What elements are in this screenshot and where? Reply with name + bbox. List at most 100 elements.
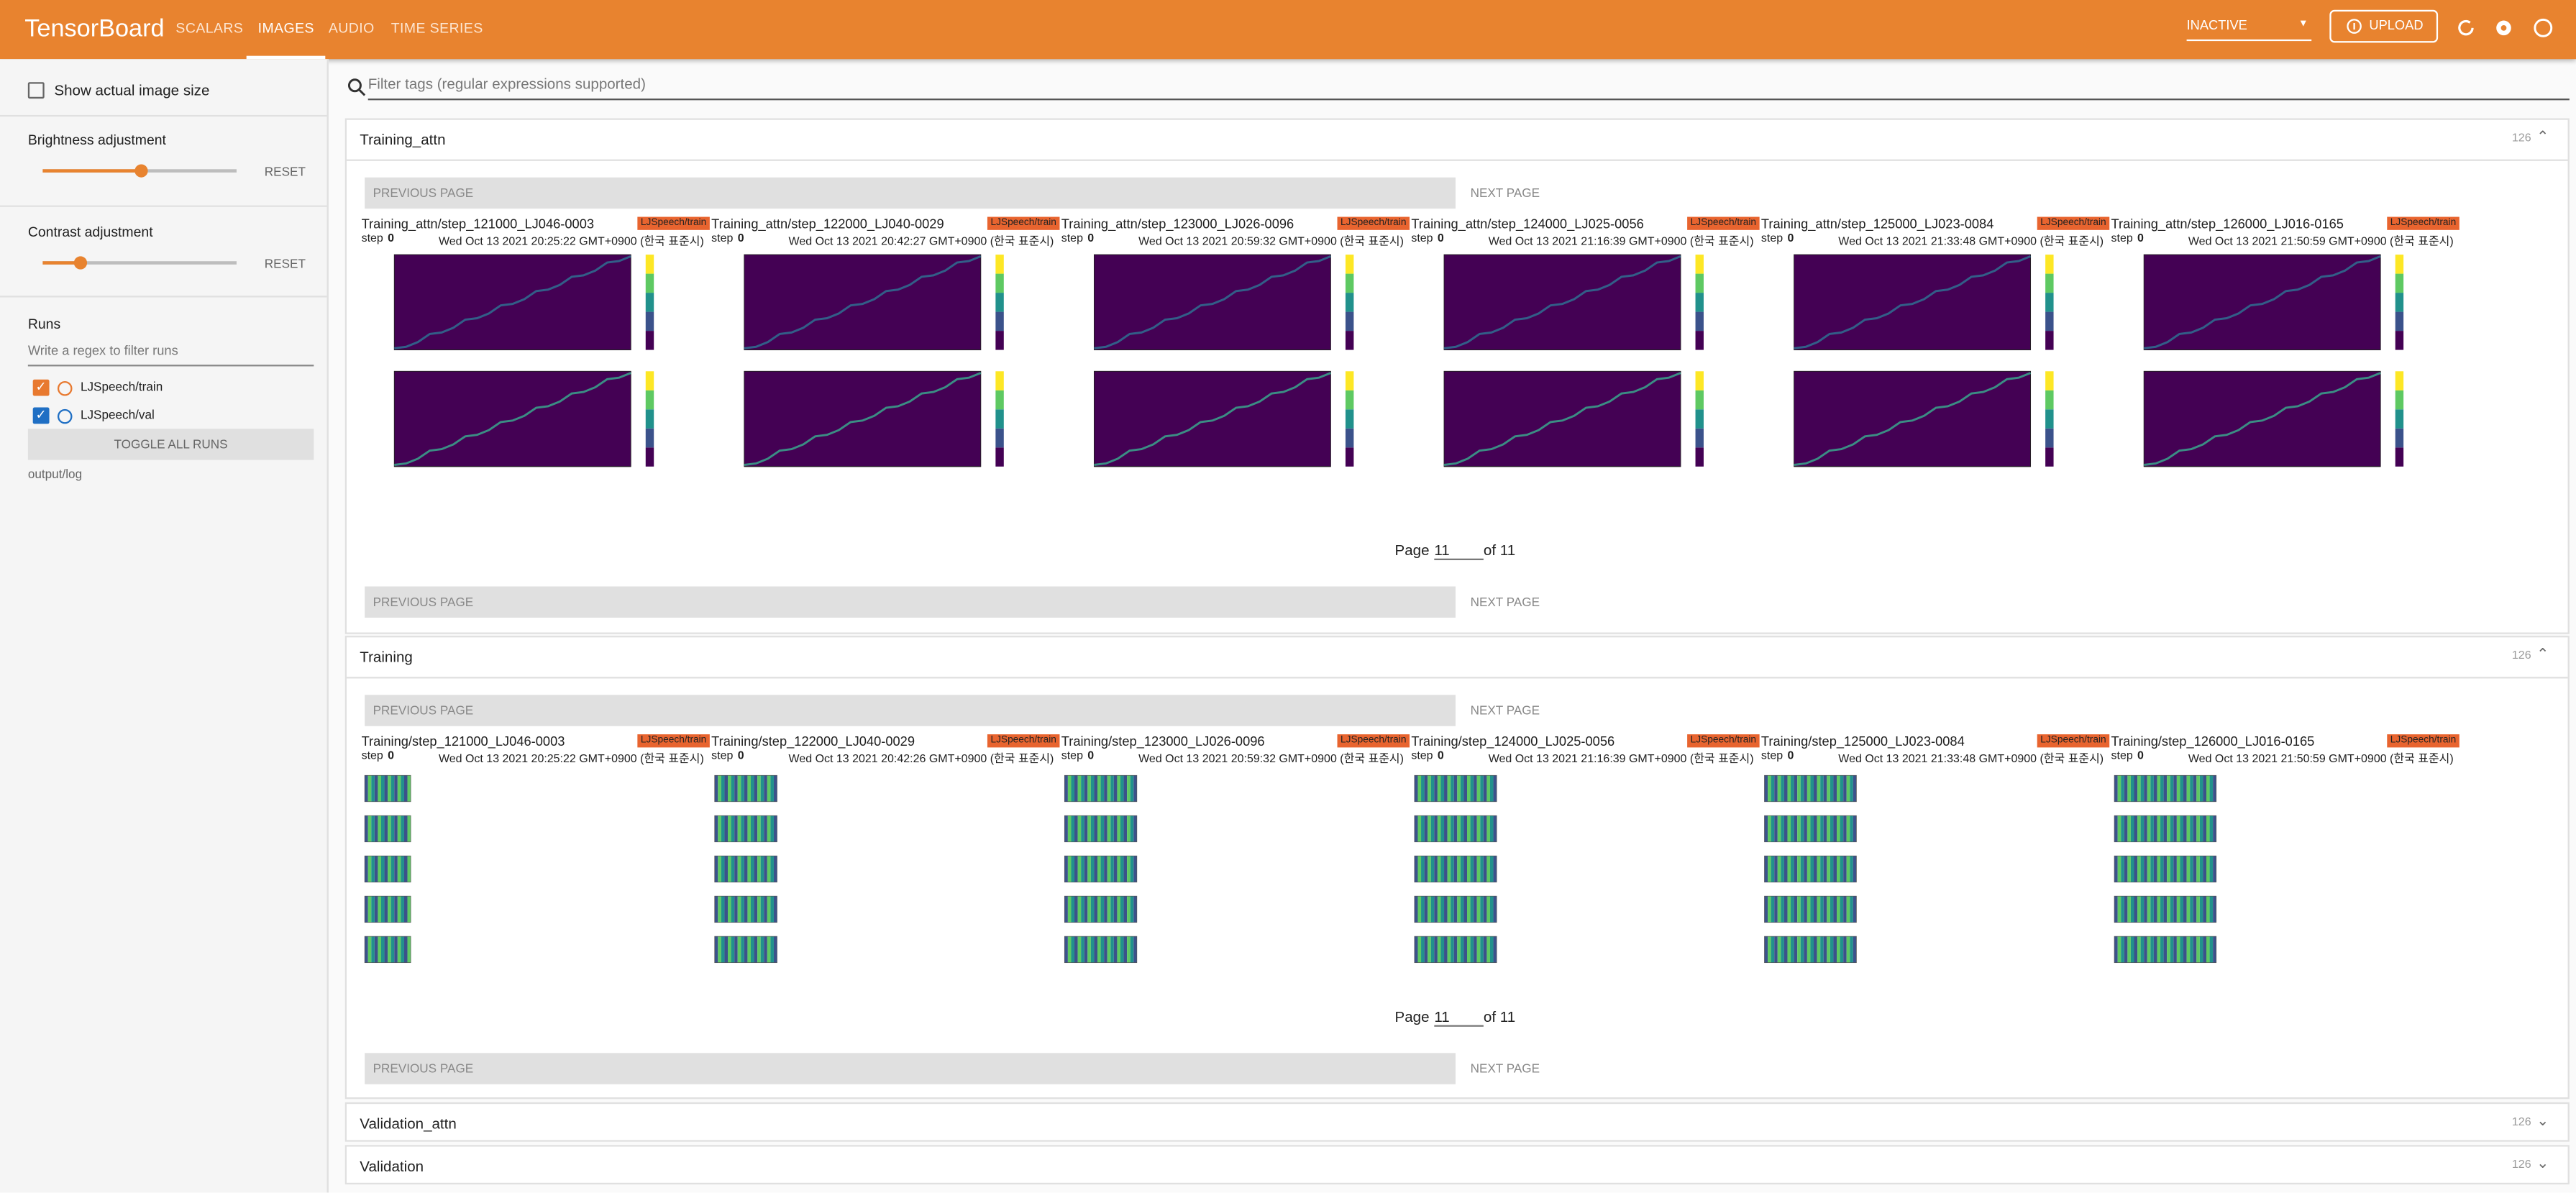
page-input[interactable]: 11 (1434, 1009, 1484, 1027)
section-title[interactable]: Validation_attn (360, 1115, 457, 1132)
spectrogram (737, 815, 741, 842)
card-image (1093, 254, 1354, 467)
card-image (2143, 254, 2404, 467)
expand-chevron[interactable]: ⌃ (2536, 645, 2549, 662)
spectrogram (741, 936, 744, 963)
next-page-button[interactable]: NEXT PAGE (1470, 1061, 1540, 1077)
expand-chevron[interactable]: ⌄ (2536, 1154, 2549, 1171)
spectrogram (1810, 775, 1814, 802)
spectrogram (394, 775, 398, 802)
spectrogram (737, 775, 741, 802)
spectrogram (1428, 856, 1431, 882)
brightness-label: Brightness adjustment (27, 131, 166, 148)
prev-page-button[interactable]: PREVIOUS PAGE (365, 586, 1456, 618)
spectrogram (2163, 856, 2168, 882)
step-value: 0 (388, 233, 395, 245)
spectrogram-frame (2114, 855, 2217, 883)
nav-tab[interactable]: AUDIO (328, 19, 375, 37)
search-icon (347, 78, 366, 96)
run-badge: LJSpeech/train (987, 734, 1060, 748)
spectrogram (371, 815, 375, 842)
spectrogram (1850, 775, 1853, 802)
prev-page-button[interactable]: PREVIOUS PAGE (365, 1053, 1456, 1084)
spectrogram (1428, 815, 1431, 842)
slider-thumb[interactable] (73, 256, 88, 270)
spectrogram (731, 775, 735, 802)
spectrogram (1460, 815, 1464, 842)
nav-tab[interactable]: IMAGES (246, 0, 326, 60)
spectrogram (384, 856, 388, 882)
spectrogram (1804, 896, 1807, 923)
toggle-runs-button[interactable]: TOGGLE ALL RUNS (27, 429, 314, 460)
spectrogram (724, 936, 729, 963)
spectrogram (1447, 936, 1451, 963)
spectrogram (2186, 815, 2191, 842)
expand-chevron[interactable]: ⌄ (2536, 1112, 2549, 1129)
next-page-button[interactable]: NEXT PAGE (1470, 594, 1540, 610)
tag-filter[interactable]: Filter tags (regular expressions support… (367, 76, 2570, 101)
spectrogram (2206, 856, 2210, 882)
spectrogram (734, 856, 738, 882)
spectrogram (773, 896, 777, 923)
nav-tab[interactable]: SCALARS (175, 19, 244, 37)
step-label: step (711, 233, 734, 245)
spectrogram (1837, 815, 1840, 842)
spectrogram (1781, 775, 1784, 802)
runs-filter[interactable]: Write a regex to filter runs (27, 343, 314, 367)
slider-thumb[interactable] (134, 164, 148, 178)
spectrogram (2163, 936, 2168, 963)
nav-tab[interactable]: TIME SERIES (390, 19, 483, 37)
run-checkbox[interactable]: ✓ (32, 407, 50, 424)
prev-page-button[interactable]: PREVIOUS PAGE (365, 177, 1456, 209)
colorbar (1345, 331, 1354, 350)
spectrogram (2124, 775, 2128, 802)
spectrogram (1097, 775, 1101, 802)
spectrogram (401, 936, 404, 963)
spectrogram (407, 936, 411, 963)
colorbar (1695, 273, 1704, 293)
spectrogram (1764, 815, 1768, 842)
heatmap (1093, 254, 1331, 351)
colorbar (995, 311, 1004, 332)
refresh-icon[interactable] (2458, 20, 2474, 36)
spectrogram (2167, 815, 2170, 842)
section-title[interactable]: Training (360, 649, 413, 666)
page-total: of 11 (1483, 1008, 1516, 1025)
spectrogram (1100, 896, 1105, 923)
spectrogram (374, 936, 378, 963)
section-title[interactable]: Training_attn (360, 131, 446, 148)
reset-button[interactable]: RESET (264, 164, 306, 180)
checkbox[interactable] (27, 82, 45, 99)
expand-chevron[interactable]: ⌃ (2536, 128, 2549, 145)
next-page-button[interactable]: NEXT PAGE (1470, 186, 1540, 201)
spectrogram (1771, 896, 1775, 923)
next-page-button[interactable]: NEXT PAGE (1470, 703, 1540, 718)
spectrogram (2150, 815, 2154, 842)
spectrogram (1470, 896, 1474, 923)
spectrogram (2209, 896, 2214, 923)
image-card: Training/step_124000_LJ025-0056 LJSpeech/… (1411, 734, 1760, 997)
spectrogram (1440, 775, 1445, 802)
reset-button[interactable]: RESET (264, 256, 306, 271)
spectrogram (1447, 896, 1451, 923)
page-indicator: Page 11 of 11 (1394, 542, 1515, 560)
page-input[interactable]: 11 (1434, 542, 1484, 560)
status-select[interactable]: INACTIVE ▼ (2186, 12, 2312, 42)
spectrogram (1843, 896, 1847, 923)
run-checkbox[interactable]: ✓ (32, 379, 50, 396)
spectrogram (750, 936, 754, 963)
spectrogram (1424, 856, 1428, 882)
heatmap (1443, 254, 1681, 351)
help-icon[interactable] (2534, 18, 2553, 37)
spectrogram (1123, 775, 1128, 802)
heatmap (1443, 370, 1681, 467)
card-tag: Training_attn/step_122000_LJ040-0029 (711, 216, 944, 232)
spectrogram (773, 936, 777, 963)
spectrogram (1087, 896, 1091, 923)
section-title[interactable]: Validation (360, 1158, 424, 1175)
spectrogram (1820, 775, 1824, 802)
runs-title: Runs (27, 315, 61, 332)
spectrogram (1081, 815, 1084, 842)
prev-page-button[interactable]: PREVIOUS PAGE (365, 695, 1456, 726)
upload-button[interactable]: UPLOAD (2329, 9, 2439, 43)
